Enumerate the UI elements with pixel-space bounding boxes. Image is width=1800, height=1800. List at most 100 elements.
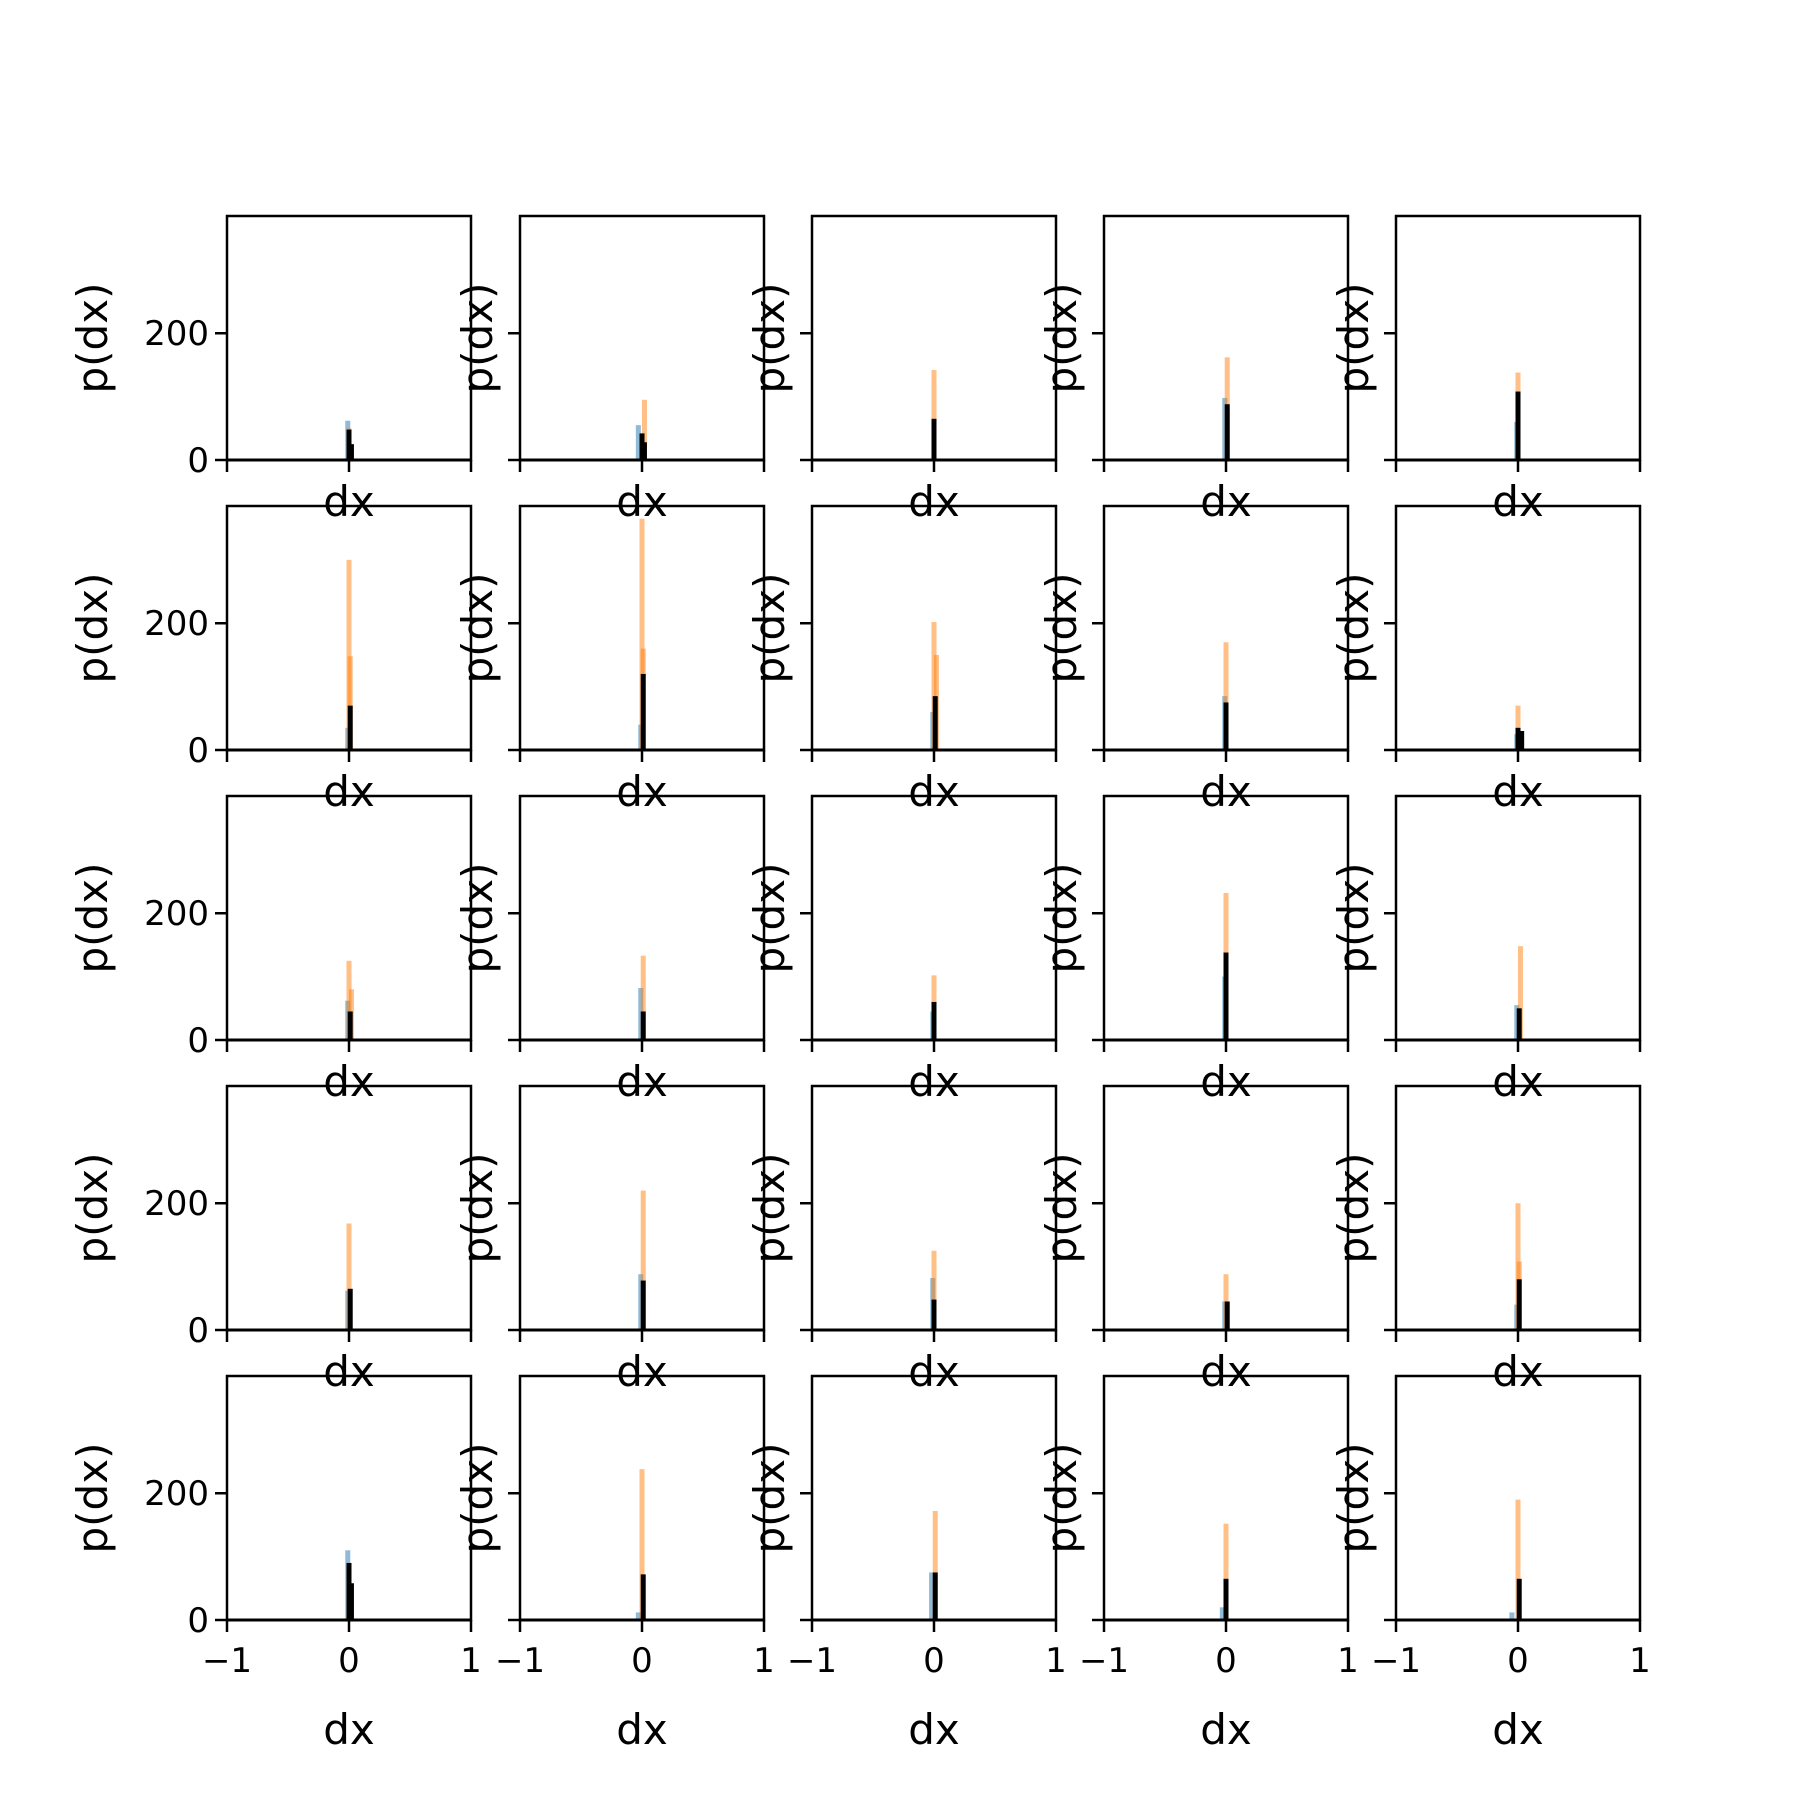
- y-tick-label: 0: [187, 1601, 209, 1641]
- y-tick-label: 200: [144, 314, 209, 354]
- bar-blue-0: [1509, 1612, 1515, 1620]
- x-tick-label: 1: [1045, 1641, 1067, 1681]
- x-tick-label: −1: [1371, 1641, 1421, 1681]
- y-tick-label: 200: [144, 1474, 209, 1514]
- x-axis-label: dx: [323, 1347, 375, 1396]
- bar-black-0: [1223, 952, 1229, 1040]
- x-tick-label: 1: [1337, 1641, 1359, 1681]
- x-axis-label: dx: [1200, 767, 1252, 816]
- bar-black-0: [1223, 702, 1229, 750]
- x-axis-label: dx: [616, 767, 668, 816]
- panel-r3-c2: dx p(dx): [745, 1084, 1058, 1396]
- y-axis-label: p(dx): [1037, 863, 1086, 974]
- x-tick-label: 0: [923, 1641, 945, 1681]
- x-axis-label: dx: [323, 477, 375, 526]
- bar-orange-0: [641, 399, 647, 460]
- bar-orange-1: [347, 656, 353, 750]
- bar-orange-0: [931, 1250, 937, 1330]
- bar-black-0: [1224, 1301, 1230, 1330]
- x-axis-label: dx: [1492, 1057, 1544, 1106]
- bar-black-0: [640, 1574, 646, 1620]
- bar-orange-0: [639, 518, 645, 750]
- bar-black-0: [932, 1572, 938, 1620]
- panel-r3-c1: dx p(dx): [453, 1084, 766, 1396]
- panel-r4-c1: −1 0 1 dx p(dx): [453, 1374, 775, 1754]
- panel-r0-c4: dx p(dx): [1329, 214, 1642, 526]
- y-axis-label: p(dx): [68, 863, 117, 974]
- bar-black-0: [931, 418, 937, 460]
- bar-black-0: [1516, 1279, 1522, 1330]
- panel-r1-c2: dx p(dx): [745, 504, 1058, 816]
- y-axis-label: p(dx): [1037, 1153, 1086, 1264]
- bar-orange-0: [1515, 1499, 1521, 1620]
- bar-orange-0: [346, 1223, 352, 1330]
- panel-r3-c3: dx p(dx): [1037, 1084, 1350, 1396]
- panel-r4-c2: −1 0 1 dx p(dx): [745, 1374, 1067, 1754]
- panel-r3-c4: dx p(dx): [1329, 1084, 1642, 1396]
- y-axis-label: p(dx): [1329, 1443, 1378, 1554]
- x-tick-label: 0: [1215, 1641, 1237, 1681]
- x-axis-label: dx: [323, 1057, 375, 1106]
- bar-black-1: [641, 442, 647, 460]
- x-axis-label: dx: [908, 1347, 960, 1396]
- y-axis-label: p(dx): [453, 863, 502, 974]
- bar-black-0: [347, 1288, 353, 1330]
- y-tick-label: 200: [144, 1184, 209, 1224]
- y-axis-label: p(dx): [68, 1153, 117, 1264]
- y-axis-label: p(dx): [68, 1443, 117, 1554]
- y-axis-label: p(dx): [1329, 1153, 1378, 1264]
- bar-blue-0: [635, 1612, 641, 1620]
- y-axis-label: p(dx): [68, 573, 117, 684]
- x-axis-label: dx: [323, 1705, 375, 1754]
- x-axis-label: dx: [908, 767, 960, 816]
- x-axis-label: dx: [1492, 477, 1544, 526]
- x-axis-label: dx: [323, 767, 375, 816]
- x-tick-label: −1: [1079, 1641, 1129, 1681]
- panel-r0-c2: dx p(dx): [745, 214, 1058, 526]
- bar-black-0: [347, 1011, 353, 1040]
- x-tick-label: 0: [338, 1641, 360, 1681]
- y-axis-label: p(dx): [453, 283, 502, 394]
- x-tick-label: 0: [631, 1641, 653, 1681]
- y-tick-label: 200: [144, 894, 209, 934]
- bar-black-1: [1519, 730, 1525, 750]
- x-axis-label: dx: [1200, 477, 1252, 526]
- x-tick-label: 1: [1629, 1641, 1651, 1681]
- bar-black-0: [1223, 1578, 1229, 1620]
- y-axis-label: p(dx): [453, 1443, 502, 1554]
- x-tick-label: 1: [753, 1641, 775, 1681]
- y-axis-label: p(dx): [1329, 283, 1378, 394]
- panel-r1-c3: dx p(dx): [1037, 504, 1350, 816]
- y-axis-label: p(dx): [1037, 1443, 1086, 1554]
- x-axis-label: dx: [1492, 767, 1544, 816]
- panel-r1-c4: dx p(dx): [1329, 504, 1642, 816]
- y-axis-label: p(dx): [68, 283, 117, 394]
- bar-orange-0: [931, 370, 937, 460]
- bar-orange-0: [640, 955, 646, 1040]
- y-tick-label: 0: [187, 1311, 209, 1351]
- y-axis-label: p(dx): [453, 1153, 502, 1264]
- panel-r1-c0: 0 200 dx p(dx): [68, 504, 473, 816]
- y-axis-label: p(dx): [745, 1443, 794, 1554]
- bar-blue-0: [635, 425, 641, 460]
- panel-r0-c1: dx p(dx): [453, 214, 766, 526]
- y-tick-label: 0: [187, 731, 209, 771]
- bar-blue-0: [1219, 1607, 1225, 1620]
- panel-r2-c3: dx p(dx): [1037, 794, 1350, 1106]
- x-axis-label: dx: [616, 1057, 668, 1106]
- panel-r4-c4: −1 0 1 dx p(dx): [1329, 1374, 1651, 1754]
- bar-orange-0: [932, 1510, 938, 1620]
- panel-r2-c0: 0 200 dx p(dx): [68, 794, 473, 1106]
- x-axis-label: dx: [1200, 1347, 1252, 1396]
- panel-r2-c2: dx p(dx): [745, 794, 1058, 1106]
- y-axis-label: p(dx): [1329, 863, 1378, 974]
- bar-black-0: [640, 673, 646, 750]
- panel-r4-c3: −1 0 1 dx p(dx): [1037, 1374, 1359, 1754]
- panel-r2-c4: dx p(dx): [1329, 794, 1642, 1106]
- x-axis-label: dx: [1200, 1705, 1252, 1754]
- x-tick-label: 1: [460, 1641, 482, 1681]
- bar-orange-0: [1517, 946, 1523, 1040]
- bar-orange-0: [640, 1190, 646, 1330]
- y-axis-label: p(dx): [453, 573, 502, 684]
